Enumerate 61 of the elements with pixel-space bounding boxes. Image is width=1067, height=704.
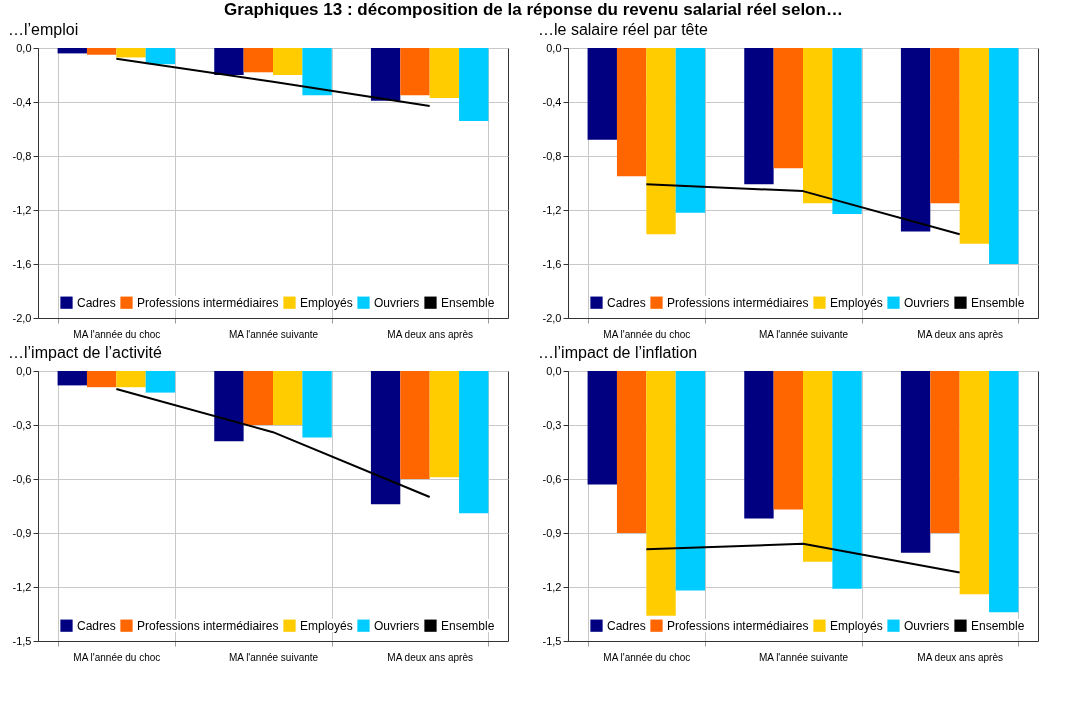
x-tick-label: MA l'année suivante — [228, 651, 319, 663]
chart-subtitle: …l’impact de l’inflation — [538, 344, 698, 361]
y-tick-label: -0,4 — [12, 95, 32, 108]
legend-label: Ensemble — [971, 295, 1025, 310]
legend-label: Ensemble — [971, 618, 1025, 633]
x-tick-label: MA deux ans après — [387, 328, 473, 340]
y-tick-label: -0,6 — [12, 472, 32, 485]
y-tick-label: -1,5 — [12, 634, 32, 647]
legend-label: Ouvriers — [904, 618, 950, 633]
legend-label: Ensemble — [441, 295, 495, 310]
legend-label: Ouvriers — [374, 618, 420, 633]
x-tick-label: MA l'année du choc — [73, 651, 161, 663]
chart-subtitle: …l’emploi — [8, 21, 79, 38]
x-tick-label: MA l'année du choc — [603, 651, 691, 663]
x-tick-label: MA deux ans après — [917, 328, 1003, 340]
x-tick-label: MA deux ans après — [917, 651, 1003, 663]
legend-label: Professions intermédiaires — [137, 618, 279, 633]
y-tick-label: 0,0 — [16, 364, 32, 377]
legend-label: Employés — [830, 618, 883, 633]
y-tick-label: -0,8 — [542, 149, 562, 162]
legend-label: Professions intermédiaires — [137, 295, 279, 310]
y-tick-label: -1,2 — [12, 580, 32, 593]
x-tick-label: MA l'année suivante — [758, 651, 849, 663]
legend-label: Cadres — [77, 618, 116, 633]
y-tick-label: -1,6 — [12, 257, 32, 270]
legend-label: Employés — [300, 618, 353, 633]
chart-title: Graphiques 13 : décomposition de la réponse du revenu salarial réel selon… — [223, 0, 844, 20]
y-tick-label: -1,6 — [542, 257, 562, 270]
y-tick-label: 0,0 — [546, 364, 562, 377]
y-tick-label: -0,9 — [542, 526, 562, 539]
y-tick-label: -0,3 — [12, 418, 32, 431]
legend-label: Cadres — [77, 295, 116, 310]
legend-label: Ouvriers — [904, 295, 950, 310]
y-tick-label: -2,0 — [12, 311, 32, 324]
y-tick-label: -0,8 — [12, 149, 32, 162]
y-tick-label: 0,0 — [546, 41, 562, 54]
y-tick-label: -2,0 — [542, 311, 562, 324]
x-tick-label: MA l'année suivante — [758, 328, 849, 340]
legend-label: Professions intermédiaires — [667, 618, 809, 633]
y-tick-label: -0,3 — [542, 418, 562, 431]
legend-label: Professions intermédiaires — [667, 295, 809, 310]
legend-label: Ouvriers — [374, 295, 420, 310]
legend-label: Ensemble — [441, 618, 495, 633]
legend-label: Cadres — [607, 295, 646, 310]
y-tick-label: 0,0 — [16, 41, 32, 54]
chart-subtitle: …l’impact de l’activité — [8, 344, 162, 361]
x-tick-label: MA deux ans après — [387, 651, 473, 663]
x-tick-label: MA l'année du choc — [603, 328, 691, 340]
y-tick-label: -1,2 — [542, 580, 562, 593]
chart-subtitle: …le salaire réel par tête — [538, 21, 708, 38]
y-tick-label: -1,2 — [12, 203, 32, 216]
y-tick-label: -1,2 — [542, 203, 562, 216]
legend-label: Employés — [300, 295, 353, 310]
y-tick-label: -0,4 — [542, 95, 562, 108]
legend-label: Employés — [830, 295, 883, 310]
y-tick-label: -0,9 — [12, 526, 32, 539]
y-tick-label: -1,5 — [542, 634, 562, 647]
x-tick-label: MA l'année suivante — [228, 328, 319, 340]
y-tick-label: -0,6 — [542, 472, 562, 485]
legend-label: Cadres — [607, 618, 646, 633]
x-tick-label: MA l'année du choc — [73, 328, 161, 340]
